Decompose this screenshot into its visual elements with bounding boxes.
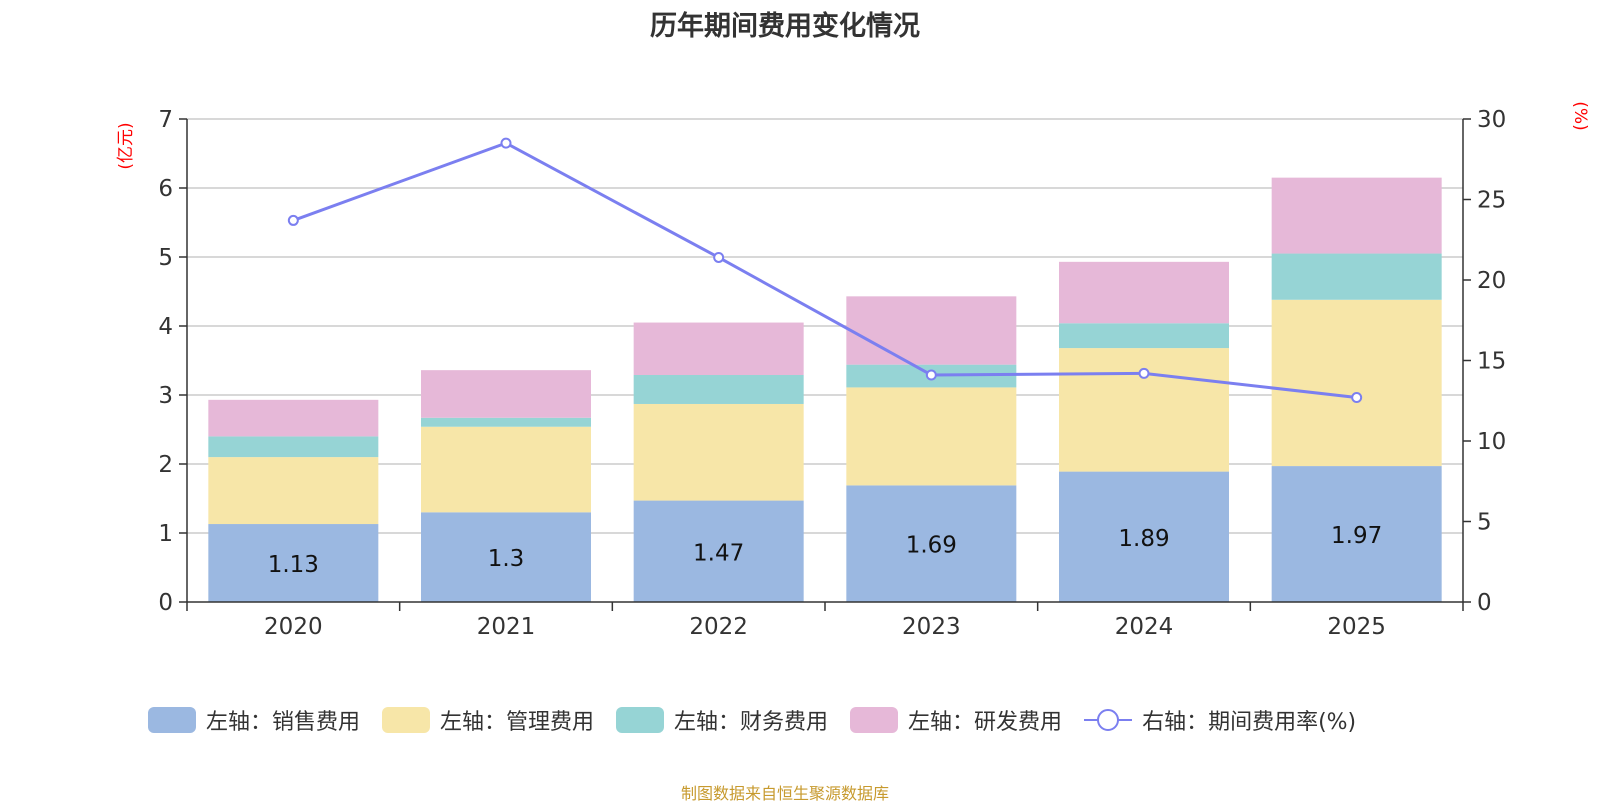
y-right-tick-label: 15 xyxy=(1477,349,1506,375)
bar-segment-1-2023 xyxy=(846,387,1017,486)
bar-segment-3-2022 xyxy=(633,322,804,375)
bar-segment-2-2021 xyxy=(421,417,591,427)
x-tick-label: 2024 xyxy=(1115,614,1174,640)
y-left-tick-label: 6 xyxy=(158,176,173,202)
x-tick-label: 2022 xyxy=(689,614,748,640)
bar-segment-1-2025 xyxy=(1271,299,1442,467)
y-left-tick-label: 2 xyxy=(158,452,173,478)
bar-segment-3-2024 xyxy=(1059,261,1229,324)
bar-segment-0-2024 xyxy=(1059,471,1229,602)
bar-segment-0-2021 xyxy=(421,512,591,602)
bar-segment-2-2022 xyxy=(633,374,804,404)
line-point-2020 xyxy=(287,214,299,226)
bar-segment-2-2024 xyxy=(1059,323,1229,349)
legend-swatch-rnd xyxy=(850,707,899,733)
footer-source: 制图数据来自恒生聚源数据库 xyxy=(680,784,889,803)
legend-item-admin[interactable]: 左轴：管理费用 xyxy=(382,704,594,736)
bar-data-label: 1.89 xyxy=(1118,526,1169,552)
legend-label-admin: 左轴：管理费用 xyxy=(440,710,595,735)
legend-label-finance: 左轴：财务费用 xyxy=(674,710,829,735)
y-right-tick-label: 0 xyxy=(1477,590,1492,616)
y-left-tick-label: 5 xyxy=(158,245,173,271)
legend-label-sales: 左轴：销售费用 xyxy=(206,710,361,735)
legend-line-marker-icon xyxy=(1084,707,1133,733)
legend-label-rate: 右轴：期间费用率(%) xyxy=(1142,710,1357,735)
y-right-tick-label: 20 xyxy=(1477,268,1506,294)
bar-data-label: 1.13 xyxy=(268,552,319,578)
bar-segment-3-2025 xyxy=(1271,177,1442,254)
legend-item-sales[interactable]: 左轴：销售费用 xyxy=(148,704,360,736)
legend: 左轴：销售费用 左轴：管理费用 左轴：财务费用 左轴：研发费用 右轴：期间费用率… xyxy=(148,704,1378,736)
bar-segment-1-2021 xyxy=(421,426,591,513)
bar-segment-0-2022 xyxy=(633,500,804,602)
bar-segment-1-2020 xyxy=(208,457,379,525)
bar-data-label: 1.97 xyxy=(1331,523,1382,549)
bar-segment-2-2020 xyxy=(208,436,379,458)
y-left-axis-label: (亿元) xyxy=(116,122,136,169)
bar-segment-0-2025 xyxy=(1271,466,1442,602)
legend-swatch-finance xyxy=(616,707,665,733)
bar-segment-3-2023 xyxy=(846,296,1017,365)
line-point-2025 xyxy=(1351,392,1363,404)
bar-data-label: 1.3 xyxy=(488,546,525,572)
line-point-2024 xyxy=(1138,367,1150,379)
bar-data-label: 1.47 xyxy=(693,540,744,566)
bar-segment-0-2023 xyxy=(846,485,1017,602)
legend-item-finance[interactable]: 左轴：财务费用 xyxy=(616,704,828,736)
legend-swatch-sales xyxy=(148,707,196,733)
y-right-tick-label: 10 xyxy=(1477,429,1506,455)
bar-segment-1-2024 xyxy=(1059,348,1229,472)
y-right-tick-label: 30 xyxy=(1477,107,1506,133)
x-tick-label: 2021 xyxy=(477,614,536,640)
x-tick-label: 2025 xyxy=(1327,614,1386,640)
bar-segment-2-2025 xyxy=(1271,253,1442,300)
legend-item-rnd[interactable]: 左轴：研发费用 xyxy=(850,704,1062,736)
y-right-tick-label: 25 xyxy=(1477,188,1506,214)
bar-data-label: 1.69 xyxy=(906,533,957,559)
legend-label-rnd: 左轴：研发费用 xyxy=(908,710,1063,735)
x-tick-label: 2023 xyxy=(902,614,961,640)
y-left-tick-label: 1 xyxy=(158,521,173,547)
line-point-2022 xyxy=(713,251,725,263)
y-left-tick-label: 4 xyxy=(158,314,173,340)
line-point-2023 xyxy=(925,369,937,381)
line-series-rate xyxy=(292,141,1357,400)
bar-segment-1-2022 xyxy=(633,403,804,501)
line-point-2021 xyxy=(500,137,512,149)
y-left-tick-label: 0 xyxy=(158,590,173,616)
legend-swatch-admin xyxy=(382,707,431,733)
legend-item-rate[interactable]: 右轴：期间费用率(%) xyxy=(1084,704,1356,736)
bar-segment-3-2021 xyxy=(421,370,591,418)
bar-segment-3-2020 xyxy=(208,399,379,437)
y-left-tick-label: 3 xyxy=(158,383,173,409)
chart-title: 历年期间费用变化情况 xyxy=(650,11,920,42)
y-right-tick-label: 5 xyxy=(1477,510,1492,536)
bar-segment-0-2020 xyxy=(208,524,379,602)
y-left-tick-label: 7 xyxy=(158,107,173,133)
y-right-axis-label: (%) xyxy=(1570,101,1590,130)
x-tick-label: 2020 xyxy=(264,614,323,640)
